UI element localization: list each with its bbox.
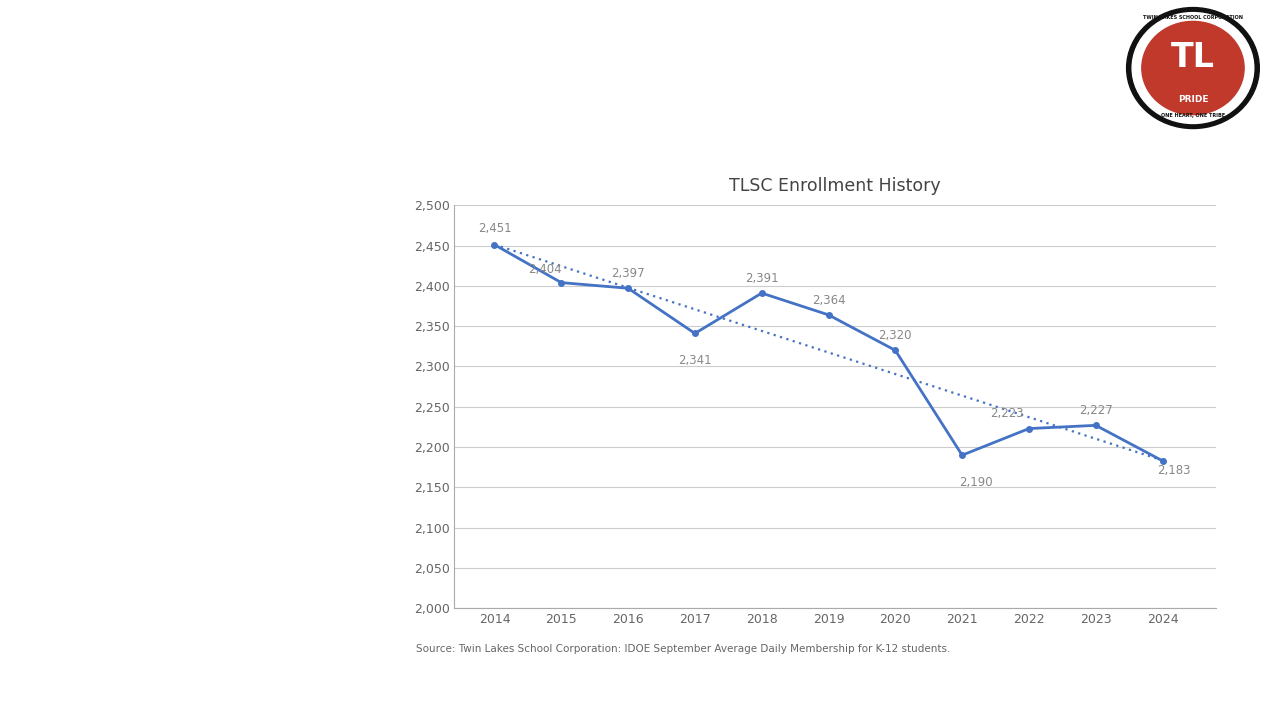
Circle shape: [1132, 13, 1254, 124]
Text: 2,227: 2,227: [1079, 404, 1112, 417]
Text: 2,404: 2,404: [527, 263, 562, 276]
Text: Declining Student Enrollment: Declining Student Enrollment: [38, 51, 812, 103]
Text: Source: Twin Lakes School Corporation: IDOE September Average Daily Membership f: Source: Twin Lakes School Corporation: I…: [416, 644, 950, 654]
Text: 2,223: 2,223: [989, 408, 1024, 420]
Text: TWIN LAKES SCHOOL CORPORATION: TWIN LAKES SCHOOL CORPORATION: [1143, 15, 1243, 20]
Text: 2,451: 2,451: [477, 222, 511, 235]
Text: 2,320: 2,320: [878, 329, 913, 342]
Title: TLSC Enrollment History: TLSC Enrollment History: [730, 177, 941, 195]
Text: 2,190: 2,190: [959, 476, 993, 489]
Text: TL: TL: [1171, 42, 1215, 74]
Circle shape: [1142, 22, 1244, 114]
Text: 2,364: 2,364: [812, 294, 845, 307]
Circle shape: [1126, 8, 1260, 129]
Text: 2,391: 2,391: [745, 271, 778, 285]
Text: 2,183: 2,183: [1157, 464, 1190, 477]
Text: Enrollment has
decreased by 270
students (11%)
since 2014.: Enrollment has decreased by 270 students…: [65, 238, 325, 396]
Text: 2,397: 2,397: [612, 267, 645, 280]
Text: PRIDE: PRIDE: [1178, 95, 1208, 104]
Text: ONE HEART, ONE TRIBE: ONE HEART, ONE TRIBE: [1161, 114, 1225, 118]
Text: 2,341: 2,341: [678, 354, 712, 367]
